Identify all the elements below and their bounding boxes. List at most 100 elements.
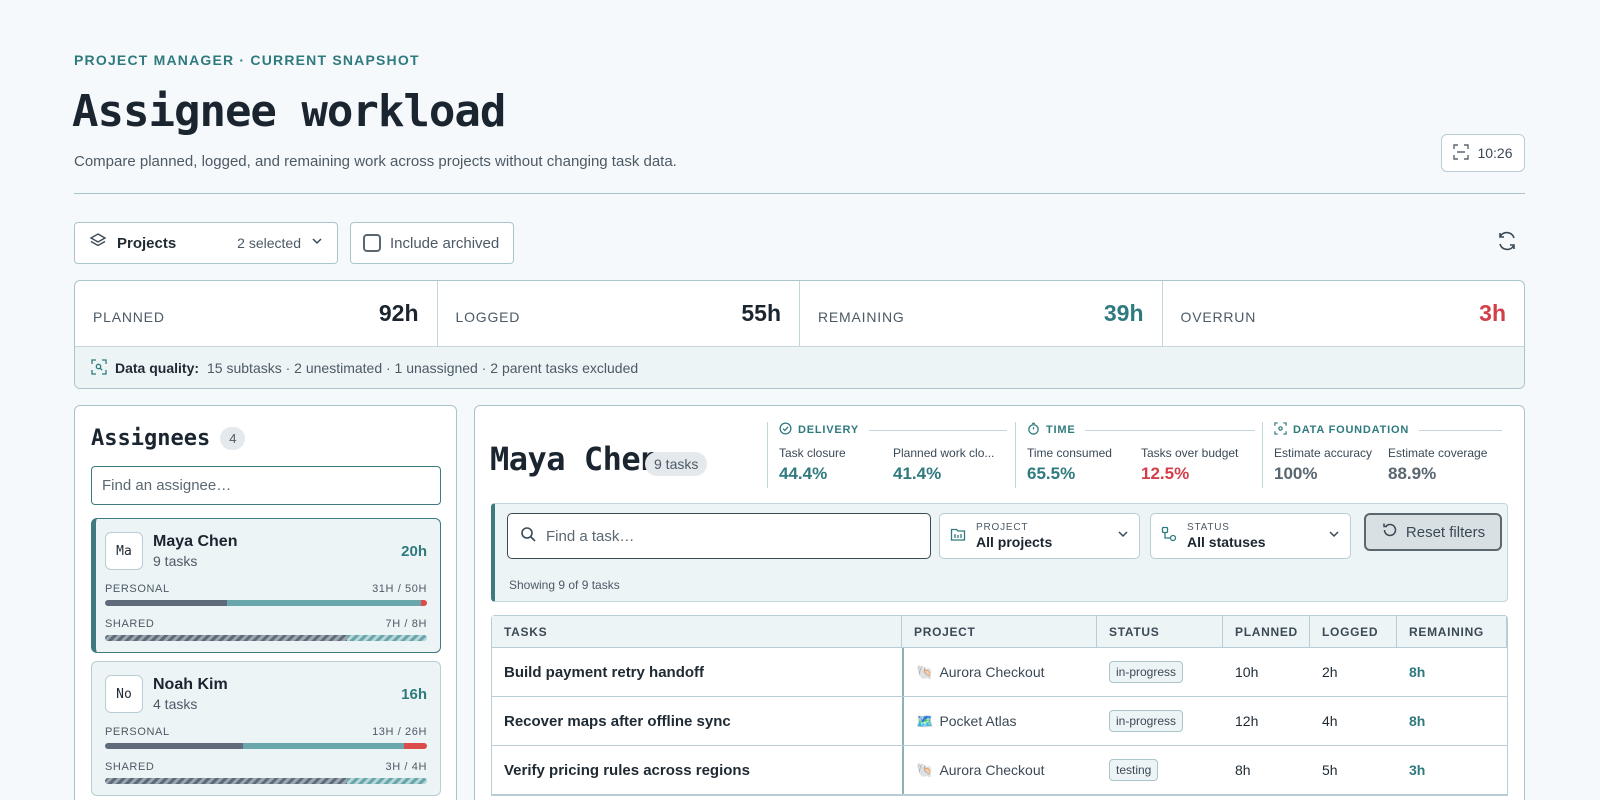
page-title: Assignee workload bbox=[72, 86, 506, 137]
stopwatch-icon bbox=[1027, 422, 1040, 438]
metric-label: Estimate coverage bbox=[1388, 446, 1488, 460]
assignees-panel: Assignees 4 Ma Maya Chen 9 tasks 20h PER… bbox=[74, 405, 457, 800]
metric-label: Time consumed bbox=[1027, 446, 1112, 460]
data-quality-text: 15 subtasks · 2 unestimated · 1 unassign… bbox=[207, 360, 639, 376]
metric-value: 41.4% bbox=[893, 464, 942, 483]
workflow-icon bbox=[1161, 526, 1177, 547]
page-subtitle: Compare planned, logged, and remaining w… bbox=[74, 153, 677, 170]
include-archived-label: Include archived bbox=[390, 234, 500, 252]
metric-label: Task closure bbox=[779, 446, 846, 460]
stat-remaining: REMAINING 39h bbox=[800, 281, 1163, 346]
task-project: 🐚 Aurora Checkout bbox=[902, 746, 1097, 794]
refresh-icon bbox=[1496, 230, 1518, 257]
bar-logged-segment bbox=[105, 778, 347, 784]
assignee-detail-panel: Maya Chen 9 tasks DELIVERY Task closure 4… bbox=[474, 405, 1525, 800]
assignee-task-count: 9 tasks bbox=[153, 553, 198, 569]
include-archived-checkbox[interactable]: Include archived bbox=[350, 222, 514, 264]
tasks-table: TASKS PROJECT STATUS PLANNED LOGGED REMA… bbox=[491, 615, 1508, 796]
chevron-down-icon bbox=[1117, 527, 1129, 545]
reset-filters-label: Reset filters bbox=[1405, 523, 1486, 541]
task-logged: 2h bbox=[1322, 664, 1338, 680]
stat-planned-value: 92h bbox=[378, 300, 419, 326]
bar-remaining-segment bbox=[243, 743, 405, 749]
shared-bar bbox=[105, 778, 427, 784]
task-planned: 10h bbox=[1235, 664, 1259, 680]
task-title[interactable]: Verify pricing rules across regions bbox=[504, 761, 750, 779]
status-badge: in-progress bbox=[1109, 661, 1184, 683]
status-filter-value: All statuses bbox=[1187, 534, 1266, 550]
metric-value: 65.5% bbox=[1027, 464, 1076, 483]
table-row[interactable]: Build payment retry handoff 🐚 Aurora Che… bbox=[492, 648, 1507, 697]
personal-bar bbox=[105, 743, 427, 749]
refresh-button[interactable] bbox=[1494, 230, 1520, 256]
scan-search-icon bbox=[91, 358, 107, 378]
task-title[interactable]: Build payment retry handoff bbox=[504, 663, 705, 681]
assignee-hours: 16h bbox=[401, 685, 427, 703]
reset-icon bbox=[1381, 521, 1399, 543]
task-project: 🗺️ Pocket Atlas bbox=[902, 697, 1097, 745]
assignee-card-maya[interactable]: Ma Maya Chen 9 tasks 20h PERSONAL 31H / 5… bbox=[91, 518, 441, 653]
assignee-card-noah[interactable]: No Noah Kim 4 tasks 16h PERSONAL 13H / 26… bbox=[91, 661, 441, 796]
assignee-search-input[interactable] bbox=[91, 466, 441, 505]
project-filter-select[interactable]: PROJECT All projects bbox=[939, 513, 1140, 559]
task-search-input[interactable]: Find a task… bbox=[507, 513, 931, 559]
metric-value: 44.4% bbox=[779, 464, 828, 483]
task-remaining: 8h bbox=[1409, 664, 1426, 680]
table-row[interactable]: Verify pricing rules across regions 🐚 Au… bbox=[492, 746, 1507, 795]
task-project: 🐚 Aurora Checkout bbox=[902, 648, 1097, 696]
projects-select[interactable]: Projects 2 selected bbox=[74, 222, 338, 264]
projects-label: Projects bbox=[117, 234, 177, 252]
metric-group-delivery: DELIVERY Task closure 44.4% Planned work … bbox=[767, 422, 1007, 488]
metric-group-data-foundation: DATA FOUNDATION Estimate accuracy 100% Es… bbox=[1262, 422, 1502, 488]
column-header-remaining[interactable]: REMAINING bbox=[1397, 616, 1507, 647]
bar-logged-segment bbox=[105, 743, 244, 749]
task-title[interactable]: Recover maps after offline sync bbox=[504, 712, 731, 730]
project-filter-value: All projects bbox=[976, 534, 1053, 550]
stat-planned: PLANNED 92h bbox=[75, 281, 438, 346]
table-row[interactable]: Recover maps after offline sync 🗺️ Pocke… bbox=[492, 697, 1507, 746]
assignee-task-count: 4 tasks bbox=[153, 696, 198, 712]
column-header-planned[interactable]: PLANNED bbox=[1223, 616, 1310, 647]
detail-assignee-name: Maya Chen bbox=[490, 440, 659, 478]
status-filter-caption: STATUS bbox=[1187, 522, 1230, 533]
reset-filters-button[interactable]: Reset filters bbox=[1364, 513, 1502, 551]
chevron-down-icon bbox=[311, 234, 323, 252]
snapshot-time: 10:26 bbox=[1477, 145, 1513, 161]
column-header-tasks[interactable]: TASKS bbox=[492, 616, 902, 647]
stat-remaining-label: REMAINING bbox=[818, 308, 905, 325]
task-remaining: 3h bbox=[1409, 762, 1426, 778]
scan-icon bbox=[1453, 143, 1470, 163]
task-status: in-progress bbox=[1097, 697, 1223, 745]
project-name: Aurora Checkout bbox=[939, 664, 1045, 680]
task-logged: 5h bbox=[1322, 762, 1338, 778]
personal-label: PERSONAL bbox=[105, 726, 170, 738]
shared-value: 7H / 8H bbox=[385, 618, 427, 630]
bar-remaining-segment bbox=[346, 635, 427, 641]
stat-overrun: OVERRUN 3h bbox=[1163, 281, 1525, 346]
checkbox-box[interactable] bbox=[363, 234, 381, 252]
task-planned: 8h bbox=[1235, 762, 1251, 778]
summary-panel: PLANNED 92h LOGGED 55h REMAINING 39h OVE… bbox=[74, 280, 1525, 389]
stat-remaining-value: 39h bbox=[1103, 300, 1144, 326]
project-emoji-icon: 🗺️ bbox=[916, 712, 934, 729]
snapshot-time-button[interactable]: 10:26 bbox=[1441, 134, 1525, 172]
status-filter-select[interactable]: STATUS All statuses bbox=[1150, 513, 1351, 559]
bar-overrun-segment bbox=[420, 600, 427, 606]
check-circle-icon bbox=[779, 422, 792, 438]
column-header-status[interactable]: STATUS bbox=[1097, 616, 1223, 647]
stat-logged-value: 55h bbox=[741, 300, 781, 326]
task-planned: 12h bbox=[1235, 713, 1259, 729]
project-name: Aurora Checkout bbox=[939, 762, 1045, 778]
bar-remaining-segment bbox=[346, 778, 427, 784]
column-header-project[interactable]: PROJECT bbox=[902, 616, 1097, 647]
personal-value: 31H / 50H bbox=[372, 583, 427, 595]
header-divider bbox=[74, 193, 1525, 194]
metric-value: 12.5% bbox=[1141, 464, 1190, 483]
column-header-logged[interactable]: LOGGED bbox=[1310, 616, 1397, 647]
task-filters: Find a task… PROJECT All projects STATUS… bbox=[491, 503, 1508, 602]
stat-overrun-label: OVERRUN bbox=[1180, 308, 1257, 325]
page-eyebrow: PROJECT MANAGER · CURRENT SNAPSHOT bbox=[74, 52, 420, 68]
task-status: testing bbox=[1097, 746, 1223, 794]
shared-label: SHARED bbox=[105, 618, 155, 630]
bar-logged-segment bbox=[105, 635, 347, 641]
